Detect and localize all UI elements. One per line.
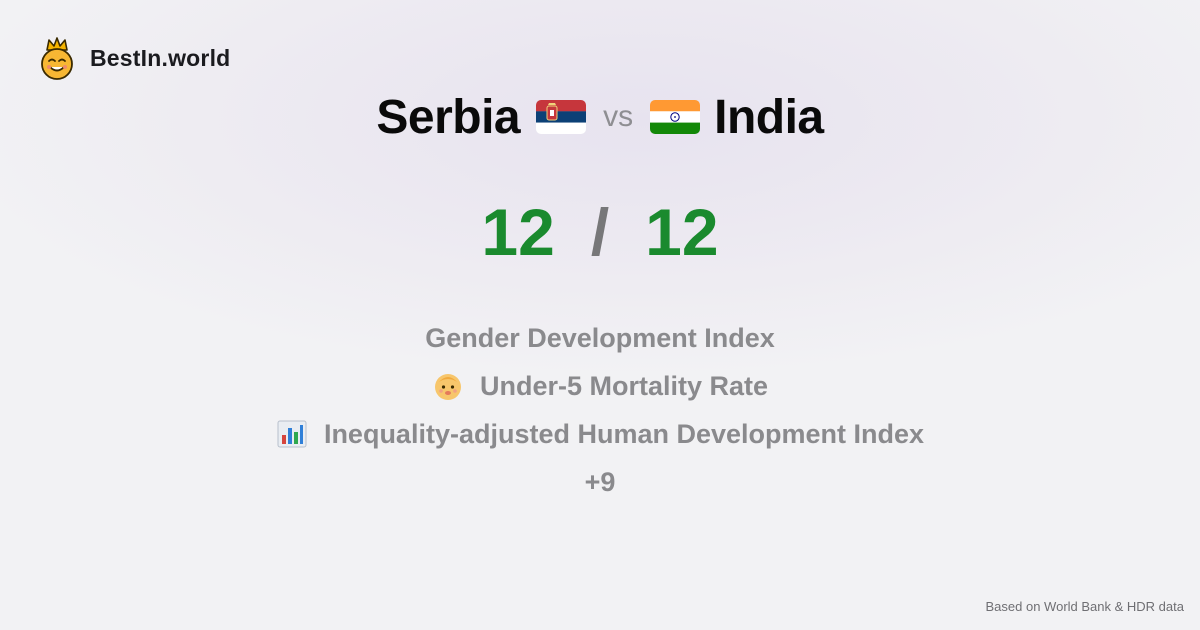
brand[interactable]: BestIn.world bbox=[38, 36, 230, 80]
metric-item: Inequality-adjusted Human Development In… bbox=[276, 410, 924, 458]
metric-label: Under-5 Mortality Rate bbox=[479, 370, 769, 401]
comparison-title: Serbia vs India bbox=[0, 84, 1200, 150]
crowned-smiley-icon bbox=[41, 37, 73, 80]
left-country-name: Serbia bbox=[376, 90, 521, 144]
more-label: +9 bbox=[584, 466, 616, 497]
metric-label: Gender Development Index bbox=[425, 322, 775, 353]
metric-item: Under-5 Mortality Rate bbox=[432, 362, 768, 410]
metric-label: Inequality-adjusted Human Development In… bbox=[323, 418, 925, 449]
right-score: 12 bbox=[645, 195, 719, 269]
score: 12 / 12 bbox=[0, 192, 1200, 272]
serbia-flag-icon bbox=[536, 100, 587, 134]
data-source-note: Based on World Bank & HDR data bbox=[985, 599, 1184, 614]
india-flag-icon bbox=[650, 100, 701, 134]
metrics-list: Gender Development Index Under-5 Mortali… bbox=[0, 314, 1200, 506]
vs-label: vs bbox=[603, 100, 634, 133]
left-score: 12 bbox=[481, 195, 555, 269]
baby-icon bbox=[434, 374, 461, 400]
bar-chart-icon bbox=[277, 420, 307, 448]
right-country-name: India bbox=[714, 90, 824, 144]
brand-name: BestIn.world bbox=[90, 44, 231, 71]
more-metrics-count: +9 bbox=[585, 458, 616, 506]
score-separator: / bbox=[590, 195, 610, 269]
metric-item: Gender Development Index bbox=[425, 314, 775, 362]
